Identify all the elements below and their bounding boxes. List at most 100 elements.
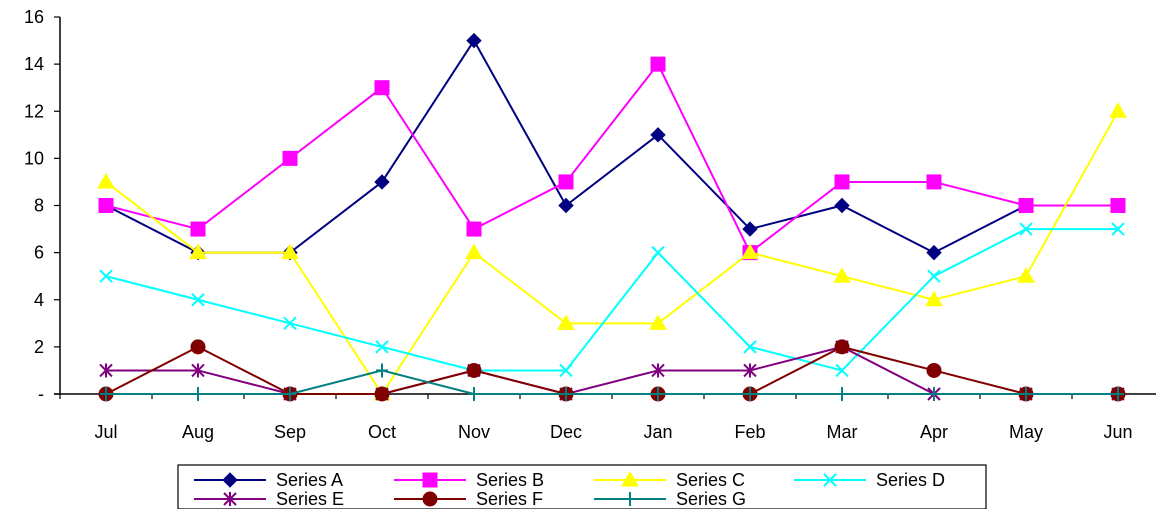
- data-point-series-g: [928, 387, 940, 401]
- data-point-series-c: [97, 172, 115, 189]
- data-point-series-f: [466, 362, 482, 378]
- series-series-f: [98, 339, 1126, 402]
- data-point-series-a: [374, 174, 390, 190]
- x-tick-label: Jun: [1103, 422, 1132, 442]
- data-point-series-f: [926, 362, 942, 378]
- x-tick-label: Nov: [458, 422, 490, 442]
- x-tick-label: Apr: [920, 422, 948, 442]
- data-point-series-b: [558, 174, 574, 190]
- data-point-series-g: [836, 387, 848, 401]
- marker-stroke: [743, 340, 757, 354]
- data-point-series-g: [376, 363, 388, 378]
- marker-stroke: [651, 245, 665, 260]
- series-series-e: [99, 339, 1125, 401]
- data-point-series-d: [743, 340, 757, 354]
- legend-item-series-a: Series A: [194, 470, 343, 490]
- data-point-series-a: [558, 197, 574, 214]
- data-point-series-a: [650, 127, 666, 143]
- y-tick-label: 8: [34, 196, 44, 216]
- legend-swatch-marker: [422, 491, 438, 507]
- data-point-series-f: [374, 386, 390, 402]
- x-tick-label: Dec: [550, 422, 582, 442]
- data-point-series-b: [374, 80, 390, 96]
- data-point-series-f: [190, 339, 206, 355]
- data-point-series-e: [743, 363, 757, 378]
- x-tick-label: Oct: [368, 422, 396, 442]
- data-point-series-a: [742, 221, 758, 237]
- x-tick-label: May: [1009, 422, 1043, 442]
- marker-stroke: [927, 269, 941, 283]
- data-point-series-d: [835, 363, 849, 378]
- legend-label: Series A: [276, 470, 343, 490]
- x-tick-label: Feb: [734, 422, 765, 442]
- marker-stroke: [835, 363, 849, 378]
- legend-item-series-e: Series E: [194, 489, 344, 509]
- legend-swatch-marker: [621, 470, 639, 487]
- data-point-series-b: [1110, 198, 1126, 213]
- data-point-series-d: [559, 363, 573, 378]
- data-point-series-c: [649, 314, 667, 330]
- x-tick-label: Aug: [182, 422, 214, 442]
- data-point-series-b: [650, 56, 666, 72]
- legend-item-series-c: Series C: [594, 470, 745, 490]
- data-point-series-b: [834, 174, 850, 190]
- legend-label: Series B: [476, 470, 544, 490]
- data-point-series-c: [925, 290, 943, 307]
- y-tick-label: 2: [34, 337, 44, 357]
- data-point-series-g: [100, 387, 112, 401]
- marker-stroke: [283, 316, 297, 331]
- legend-label: Series D: [876, 470, 945, 490]
- series-line-series-a: [105, 38, 1118, 254]
- data-point-series-g: [560, 387, 572, 401]
- legend-swatch-marker: [422, 472, 438, 488]
- chart-axes: - 2 4 6 8 10 12 14 16 Jul Aug Sep Oct Nov Dec Jan Feb Mar…: [24, 7, 1156, 442]
- data-point-series-d: [1111, 222, 1125, 236]
- x-tick-label: Jul: [94, 422, 117, 442]
- series-layer: [97, 32, 1127, 402]
- chart-legend: Series A Series B Series C Series D Series E…: [177, 464, 987, 509]
- data-point-series-g: [468, 387, 480, 401]
- legend-swatch-marker: [624, 492, 636, 506]
- data-point-series-a: [466, 32, 482, 49]
- legend-box: [177, 464, 987, 509]
- data-point-series-c: [1109, 102, 1127, 118]
- marker-stroke: [1111, 222, 1125, 236]
- legend-item-series-g: Series G: [594, 489, 746, 509]
- data-point-series-c: [741, 243, 759, 260]
- data-point-series-d: [99, 269, 113, 283]
- series-line-series-b: [105, 62, 1118, 255]
- data-point-series-c: [281, 243, 299, 260]
- data-point-series-a: [834, 197, 850, 214]
- series-line-series-e: [106, 345, 1118, 396]
- data-point-series-b: [98, 198, 114, 213]
- data-point-series-d: [191, 293, 205, 307]
- series-series-a: [98, 32, 1126, 261]
- data-point-series-e: [651, 363, 665, 378]
- series-series-g: [100, 363, 1124, 401]
- marker-stroke: [823, 473, 837, 487]
- data-point-series-d: [1019, 222, 1033, 236]
- data-point-series-b: [190, 221, 206, 237]
- data-point-series-g: [744, 387, 756, 401]
- data-point-series-b: [926, 174, 942, 190]
- data-point-series-f: [834, 339, 850, 355]
- legend-swatch-marker: [222, 472, 238, 488]
- data-point-series-b: [1018, 198, 1034, 213]
- legend-item-series-d: Series D: [794, 470, 945, 490]
- data-point-series-g: [284, 387, 296, 401]
- y-tick-label: 10: [24, 148, 44, 168]
- series-series-b: [98, 56, 1126, 261]
- marker-stroke: [191, 293, 205, 307]
- data-point-series-e: [99, 363, 113, 378]
- legend-swatch-marker: [823, 473, 837, 487]
- data-point-series-a: [926, 244, 942, 261]
- legend-label: Series F: [476, 489, 543, 509]
- data-point-series-b: [282, 150, 298, 166]
- data-point-series-d: [283, 316, 297, 331]
- data-point-series-g: [652, 387, 664, 401]
- data-point-series-c: [557, 314, 575, 330]
- legend-item-series-b: Series B: [394, 470, 544, 490]
- x-tick-label: Mar: [827, 422, 858, 442]
- data-point-series-b: [466, 221, 482, 237]
